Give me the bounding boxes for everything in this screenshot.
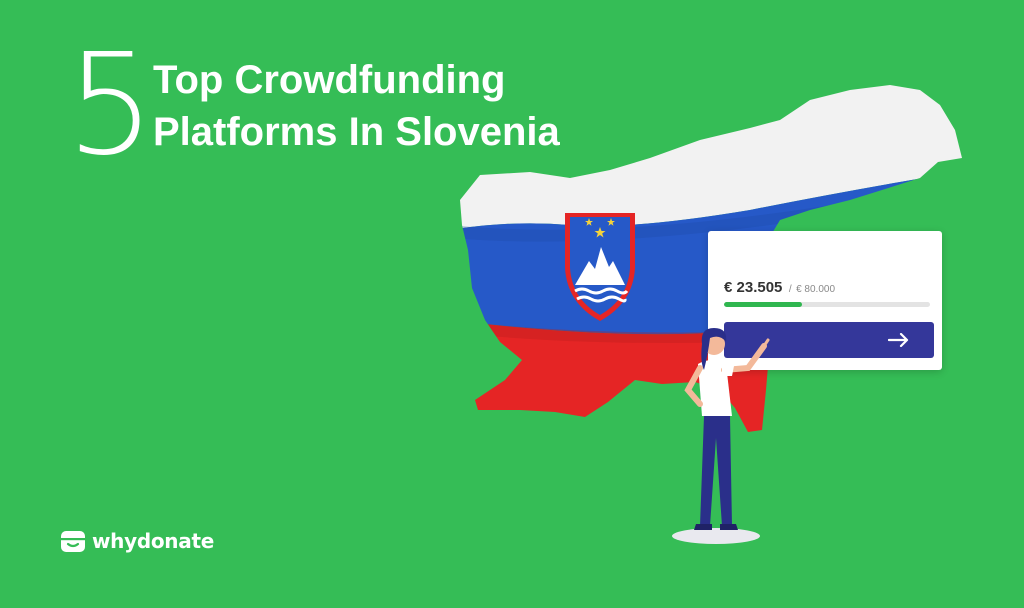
woman-illustration: [672, 328, 770, 544]
donation-amount: € 23.505 / € 80.000: [724, 279, 835, 297]
goal-amount: € 80.000: [796, 284, 836, 295]
logo-text: whydonate: [92, 529, 214, 553]
amount-separator: /: [788, 284, 792, 295]
coat-of-arms-icon: [565, 213, 635, 321]
headline-line-2: Platforms In Slovenia: [153, 110, 560, 154]
headline-line-1: Top Crowdfunding: [153, 58, 506, 102]
whydonate-logo[interactable]: whydonate: [60, 528, 214, 554]
donation-progress-fill: [724, 302, 803, 307]
donation-progress-bar: [724, 302, 930, 307]
raised-amount: € 23.505: [724, 279, 783, 296]
headline-number: 5: [66, 24, 155, 187]
arrow-right-icon: [888, 333, 909, 347]
gift-box-icon: [61, 531, 85, 552]
headline-title: Top Crowdfunding Platforms In Slovenia: [153, 54, 560, 158]
